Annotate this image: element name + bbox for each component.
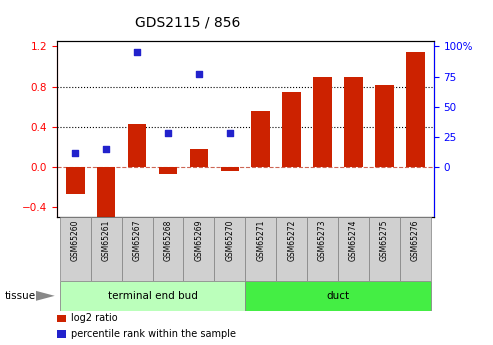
Bar (60, 217, 91, 281)
Point (71, 150, 79, 155)
Bar (159, 167, 177, 174)
Point (288, 26, 296, 31)
Bar (369, 217, 400, 281)
Bar (406, 52, 424, 167)
Bar (400, 217, 431, 281)
Point (318, 20, 326, 25)
Point (381, 27, 388, 32)
Point (411, 20, 419, 25)
Bar (251, 111, 270, 167)
Text: GSM65269: GSM65269 (194, 219, 204, 261)
Point (133, 50, 141, 55)
Text: tissue: tissue (5, 291, 36, 301)
Bar (57, 330, 66, 337)
Point (226, 130, 234, 136)
Text: GSM65272: GSM65272 (287, 219, 296, 260)
Text: GSM65273: GSM65273 (318, 219, 327, 261)
Text: GSM65274: GSM65274 (349, 219, 358, 261)
Bar (60, 281, 246, 310)
Text: duct: duct (326, 291, 350, 301)
Bar (91, 217, 122, 281)
Point (102, 146, 110, 152)
Bar (338, 217, 369, 281)
Text: GDS2115 / 856: GDS2115 / 856 (135, 16, 240, 30)
Point (350, 20, 357, 25)
Text: log2 ratio: log2 ratio (71, 313, 118, 323)
Text: GSM65268: GSM65268 (164, 219, 173, 260)
Text: GSM65271: GSM65271 (256, 219, 265, 260)
Bar (66, 167, 84, 194)
Bar (344, 77, 363, 167)
Bar (307, 217, 338, 281)
Bar (183, 217, 214, 281)
Text: GSM65276: GSM65276 (411, 219, 420, 261)
Bar (214, 217, 245, 281)
Text: GSM65275: GSM65275 (380, 219, 389, 261)
Bar (57, 315, 66, 322)
Text: percentile rank within the sample: percentile rank within the sample (71, 329, 236, 339)
Text: terminal end bud: terminal end bud (107, 291, 198, 301)
Bar (375, 85, 393, 167)
Point (257, 27, 265, 32)
Bar (220, 167, 239, 171)
Text: GSM65261: GSM65261 (102, 219, 110, 260)
Bar (313, 77, 332, 167)
Bar (122, 217, 152, 281)
Polygon shape (36, 291, 55, 301)
Bar (97, 167, 115, 219)
Bar (152, 217, 183, 281)
Text: GSM65270: GSM65270 (225, 219, 234, 261)
Bar (190, 149, 208, 167)
Bar (245, 281, 431, 310)
Point (195, 71, 203, 77)
Text: GSM65260: GSM65260 (70, 219, 80, 261)
Bar (276, 217, 307, 281)
Bar (128, 124, 146, 167)
Bar (282, 92, 301, 167)
Bar (245, 217, 276, 281)
Point (164, 130, 172, 136)
Text: GSM65267: GSM65267 (133, 219, 141, 261)
